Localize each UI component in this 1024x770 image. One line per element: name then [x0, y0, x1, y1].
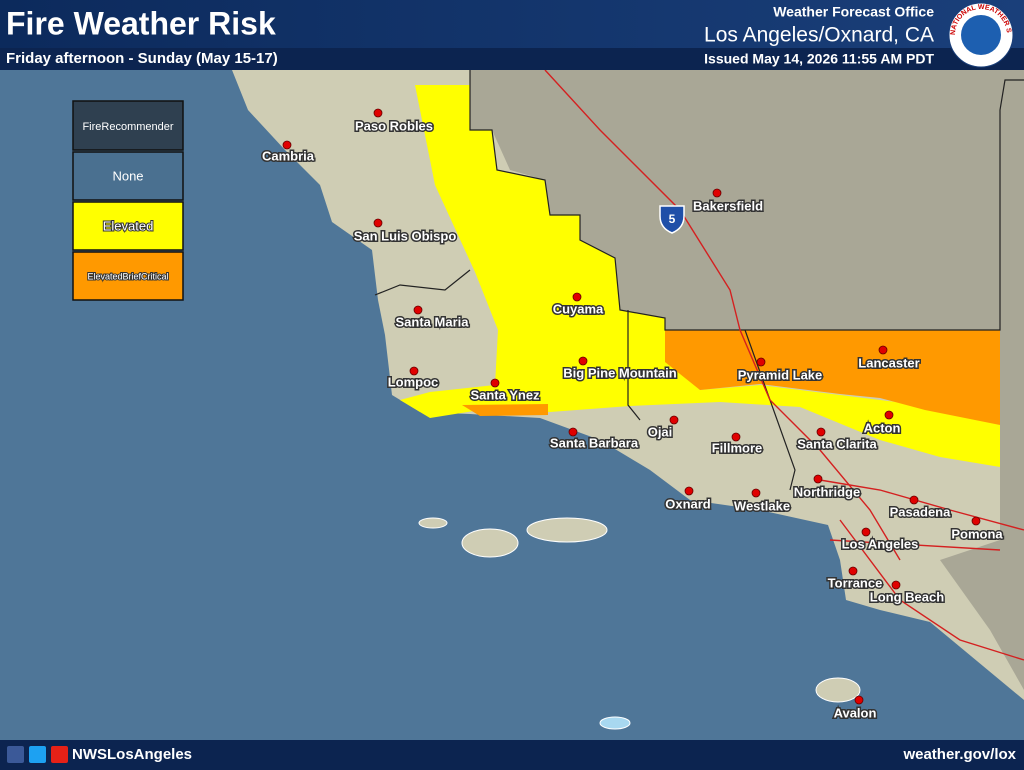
shield — [659, 205, 685, 234]
island — [599, 716, 631, 730]
islands — [418, 517, 861, 730]
city-dot — [282, 140, 292, 150]
city-dot — [373, 108, 383, 118]
city-dot — [813, 474, 823, 484]
city-dot — [684, 486, 694, 496]
island — [418, 517, 448, 529]
legend-item: None — [112, 168, 143, 183]
subheader-bar — [0, 48, 1024, 70]
subtitle: Friday afternoon - Sunday (May 15-17) — [6, 50, 278, 67]
issued: Issued May 14, 2026 11:55 AM PDT — [704, 51, 934, 67]
twitter-icon[interactable] — [29, 746, 46, 763]
city-label: Cuyama — [553, 301, 604, 316]
elevated-zone — [400, 85, 1000, 467]
legend — [72, 100, 184, 301]
city-label: Cambria — [262, 148, 315, 163]
city-label: Ojai — [648, 424, 673, 439]
city-label: Pasadena — [890, 504, 951, 519]
social-handle: NWSLosAngeles — [72, 746, 192, 763]
city-label: Northridge — [794, 484, 860, 499]
city-dot — [490, 378, 500, 388]
city-label: Paso Robles — [355, 118, 433, 133]
city-label: Oxnard — [665, 496, 711, 511]
interstate-shield: 5 — [659, 205, 685, 234]
city-label: Lancaster — [858, 355, 919, 370]
city-dot — [884, 410, 894, 420]
elevated-brief-critical-zone-2 — [462, 404, 548, 416]
legend-swatch — [72, 151, 184, 201]
county-lines — [374, 70, 1024, 491]
city-label: Acton — [864, 420, 901, 435]
city-dot — [409, 366, 419, 376]
highway-line — [839, 519, 1024, 661]
island — [526, 517, 608, 543]
legend-title-box — [72, 100, 184, 151]
valley-desert — [470, 70, 1024, 500]
title: Fire Weather Risk — [6, 5, 276, 41]
city-label: Torrance — [828, 575, 883, 590]
city-dot — [731, 432, 741, 442]
interstate-number: 5 — [669, 212, 676, 226]
city-dot — [712, 188, 722, 198]
city-dot — [756, 357, 766, 367]
city-dot — [373, 218, 383, 228]
city-dot — [568, 427, 578, 437]
city-dot — [848, 566, 858, 576]
island — [815, 677, 861, 703]
cities: Paso Robles Cambria San Luis Obispo Santa M… — [260, 108, 1005, 722]
island — [461, 528, 519, 558]
city-label: Avalon — [834, 705, 877, 720]
legend-title: FireRecommender — [82, 121, 173, 133]
county-line — [627, 310, 641, 421]
office: Weather Forecast Office — [773, 4, 934, 20]
city-label: Bakersfield — [693, 198, 763, 213]
city-dot — [751, 488, 761, 498]
city-dot — [861, 527, 871, 537]
logo-center — [961, 15, 1001, 55]
city-dot — [878, 345, 888, 355]
county-line — [374, 269, 471, 296]
city-label: Pyramid Lake — [738, 367, 823, 382]
city-label: Long Beach — [870, 589, 944, 604]
city-label: Lompoc — [388, 374, 439, 389]
county-line — [469, 70, 1024, 331]
city-dot — [816, 427, 826, 437]
city-dot — [413, 305, 423, 315]
city-label: Westlake — [734, 498, 790, 513]
city-label: Big Pine Mountain — [563, 365, 676, 380]
city-dot — [854, 695, 864, 705]
elevated-brief-critical-zone — [665, 330, 1000, 425]
facebook-icon[interactable] — [7, 746, 24, 763]
city-label: Santa Barbara — [550, 435, 639, 450]
footer-bar — [0, 740, 1024, 770]
city-dot — [669, 415, 679, 425]
highway-line — [544, 69, 901, 561]
county-line — [744, 329, 796, 491]
youtube-icon[interactable] — [51, 746, 68, 763]
city-dot — [971, 516, 981, 526]
city-label: Santa Ynez — [470, 387, 540, 402]
legend-item: Elevated — [103, 218, 154, 233]
city-label: Santa Clarita — [797, 436, 877, 451]
legend-swatch — [72, 201, 184, 251]
city-dot — [891, 580, 901, 590]
legend-swatch — [72, 251, 184, 301]
location: Los Angeles/Oxnard, CA — [704, 24, 934, 47]
city-label: Pomona — [951, 526, 1003, 541]
city-dot — [578, 356, 588, 366]
website: weather.gov/lox — [902, 746, 1016, 763]
city-label: Los Angeles — [842, 536, 919, 551]
legend-item: ElevatedBriefCritical — [87, 271, 168, 281]
city-dot — [572, 292, 582, 302]
city-dot — [909, 495, 919, 505]
highway-line — [829, 539, 1001, 551]
city-label: Santa Maria — [396, 314, 470, 329]
city-label: Fillmore — [712, 440, 763, 455]
city-label: San Luis Obispo — [354, 228, 457, 243]
header-bar — [0, 0, 1024, 48]
